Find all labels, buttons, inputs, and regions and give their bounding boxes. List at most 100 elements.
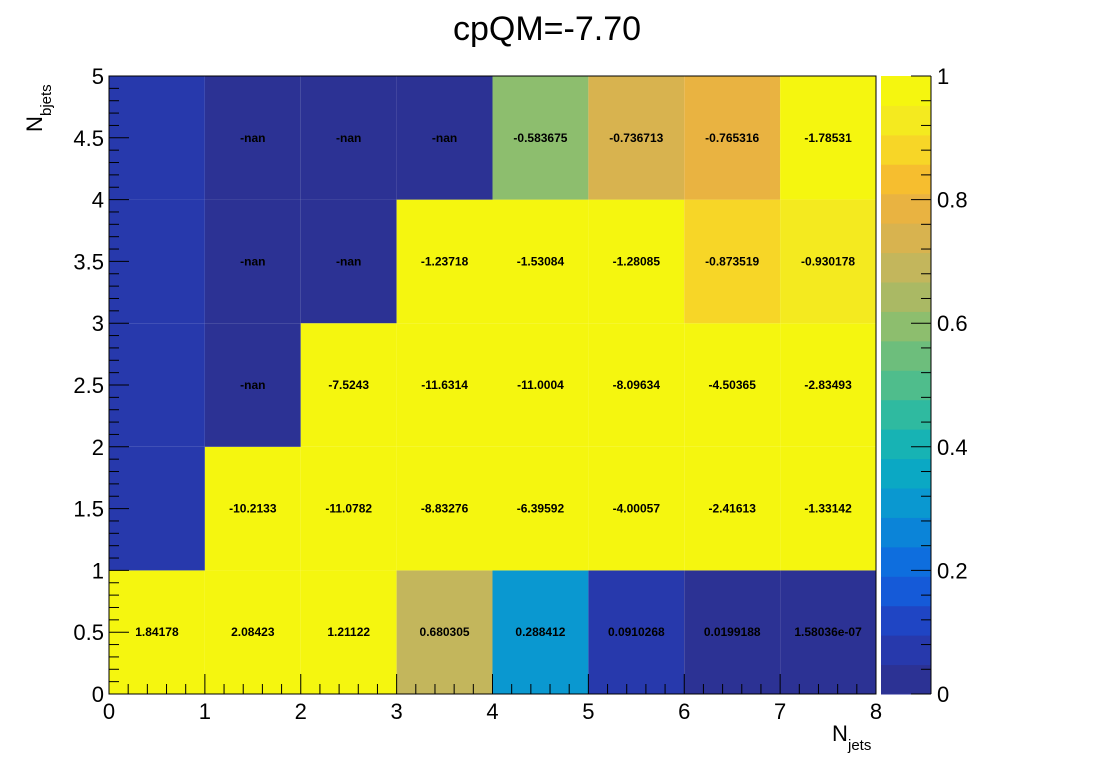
y-axis-label-sub: bjets [38,84,55,116]
cell-value-label: -11.0782 [325,502,372,516]
heatmap-cell [588,199,685,324]
heatmap-cell [300,76,397,200]
heatmap-cell [396,199,493,324]
color-scale-swatch [881,488,931,518]
y-tick-label: 0 [92,682,104,707]
cell-value-label: -2.83493 [804,378,852,392]
heatmap-cell [204,323,301,447]
cell-value-label: 0.0199188 [704,625,761,639]
cell-value-label: 1.84178 [135,625,179,639]
cell-value-label: -4.50365 [709,378,757,392]
heatmap-cell [492,76,589,200]
heatmap-cell [780,570,876,694]
color-scale-tick-label: 0 [937,682,949,707]
color-scale-swatch [881,370,931,401]
y-tick-label: 4.5 [73,126,104,151]
cell-value-label: -nan [240,378,265,392]
y-tick-label: 5 [92,64,104,89]
heatmap-cell [780,199,876,324]
color-scale-swatch [881,576,931,607]
cell-value-label: -8.09634 [613,378,661,392]
cell-value-label: -1.78531 [804,131,852,145]
x-tick-label: 1 [199,699,211,724]
heatmap-cell [300,446,397,571]
heatmap-cell [492,199,589,324]
y-tick-label: 3 [92,311,104,336]
cell-value-label: -4.00057 [613,502,661,516]
cell-value-label: -6.39592 [517,502,565,516]
heatmap-cell [684,323,781,447]
heatmap-cell [396,570,493,694]
color-scale-swatch [881,429,931,460]
cell-value-label: -0.930178 [801,254,855,268]
heatmap-cell [300,323,397,447]
x-tick-label: 3 [391,699,403,724]
x-tick-label: 0 [103,699,115,724]
y-tick-label: 4 [92,188,104,213]
heatmap-cell [684,76,781,200]
color-scale-swatch [881,311,931,342]
color-scale-swatch [881,340,931,371]
color-scale-swatch [881,223,931,254]
cell-value-label: -nan [336,131,361,145]
cell-value-label: -11.6314 [421,378,468,392]
color-scale-swatch [881,458,931,489]
x-tick-label: 2 [295,699,307,724]
x-tick-label: 4 [486,699,498,724]
heatmap-cell [684,570,781,694]
color-scale-swatch [881,193,931,224]
cell-value-label: -0.873519 [705,254,759,268]
color-scale-swatch [881,605,931,636]
y-axis-label-main: N [22,116,47,132]
y-tick-label: 0.5 [73,620,104,645]
cell-value-label: -7.5243 [328,378,369,392]
color-scale-tick-label: 0.6 [937,311,968,336]
heatmap-cell [300,199,397,324]
heatmap-cell-labels: 1.84178 2.08423 1.21122 0.680305 0.288412 0.0… [135,131,862,639]
cell-value-label: -8.83276 [421,502,469,516]
x-tick-label: 5 [582,699,594,724]
x-axis-label: N jets [832,721,871,754]
heatmap-cells [109,76,876,694]
color-scale-swatch [881,282,931,312]
heatmap-cell [204,76,301,200]
cell-value-label: 1.58036e-07 [794,625,862,639]
heatmap-cell [780,323,876,447]
color-scale-tick-label: 0.8 [937,188,968,213]
heatmap-cell [588,323,685,447]
x-tick-label: 7 [774,699,786,724]
color-scale-swatch [881,546,931,577]
heatmap-cell [492,570,589,694]
color-scale: 0 0.2 0.4 0.6 0.8 1 [881,64,968,707]
cell-value-label: -1.23718 [421,254,469,268]
color-scale-swatch [881,76,931,106]
heatmap-cell [204,199,301,324]
cell-value-label: -0.583675 [513,131,567,145]
y-tick-label: 2.5 [73,373,104,398]
heatmap-cell [588,76,685,200]
heatmap-cell [204,570,301,694]
cell-value-label: -10.2133 [229,502,277,516]
color-scale-swatch [881,399,931,430]
y-tick-label: 1 [92,558,104,583]
x-axis: 0 1 2 3 4 5 6 7 8 [103,674,882,724]
y-tick-label: 1.5 [73,497,104,522]
cell-value-label: 0.288412 [515,625,565,639]
heatmap-cell [396,76,493,200]
heatmap-cell [396,446,493,571]
cell-value-label: -2.41613 [709,502,757,516]
cell-value-label: 0.0910268 [608,625,665,639]
color-scale-swatch [881,635,931,666]
x-tick-label: 6 [678,699,690,724]
heatmap-cell [588,570,685,694]
color-scale-swatch [881,105,931,136]
heatmap-cell [396,323,493,447]
cell-value-label: 2.08423 [231,625,275,639]
y-axis: 0 0.5 1 1.5 2 2.5 3 3.5 4 4.5 5 [73,64,129,707]
y-tick-label: 3.5 [73,249,104,274]
cell-value-label: -nan [240,131,265,145]
cell-value-label: -1.33142 [804,502,852,516]
color-scale-swatch [881,517,931,548]
heatmap-cell [300,570,397,694]
